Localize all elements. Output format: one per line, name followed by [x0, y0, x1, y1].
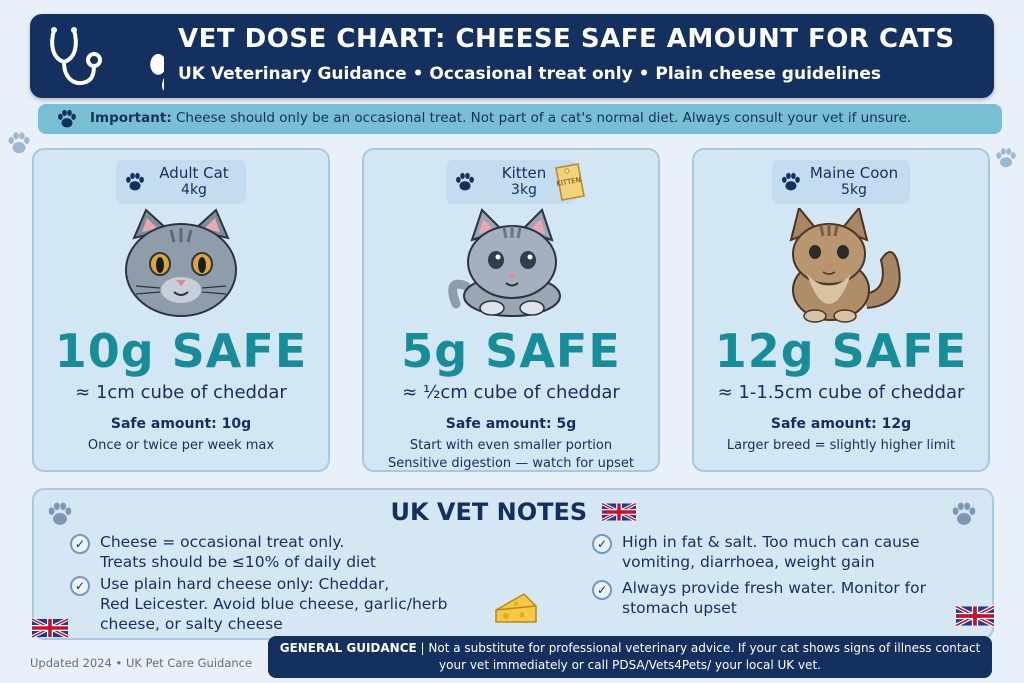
- vet-notes-title: UK VET NOTES: [34, 498, 992, 526]
- cube-size: ≈ ½cm cube of cheddar: [402, 382, 620, 403]
- safe-amount-headline: 5g SAFE: [401, 324, 621, 378]
- important-label: Important:: [90, 110, 172, 126]
- safe-amount: Safe amount: 12g: [770, 416, 912, 432]
- safe-amount: Safe amount: 5g: [445, 416, 577, 432]
- cat-name: Adult Cat: [159, 164, 229, 182]
- card-note-line: Start with even smaller portion: [409, 438, 613, 453]
- important-message: Cheese should only be an occasional trea…: [171, 110, 912, 126]
- cat-name: Kitten: [501, 164, 547, 182]
- vet-note-item: Always provide fresh water. Monitor for …: [622, 578, 926, 618]
- card-adult-cat: Adult Cat 4kg 10g SAFE ≈ 1cm cube of che…: [32, 148, 330, 472]
- cat-weight: 5kg: [841, 182, 867, 198]
- kitten-illustration: [448, 208, 561, 317]
- cat-weight: 4kg: [181, 182, 207, 198]
- cube-size: ≈ 1-1.5cm cube of cheddar: [717, 382, 965, 403]
- vet-note-item: Use plain hard cheese only: Cheddar, Red…: [100, 574, 448, 634]
- vet-notes-heading: UK VET NOTES: [390, 498, 588, 526]
- cube-size: ≈ 1cm cube of cheddar: [75, 382, 287, 403]
- card-note-line: Once or twice per week max: [87, 438, 275, 453]
- vet-note-line: cheese, or salty cheese: [100, 615, 283, 633]
- card-kitten: Kitten 3kg KITTEN 5g SAFE ≈ ½cm cube of …: [362, 148, 660, 472]
- vet-note-line: Cheese = occasional treat only.: [100, 533, 345, 551]
- paw-icon: [56, 108, 78, 130]
- header-banner: VET DOSE CHART: CHEESE SAFE AMOUNT FOR C…: [30, 14, 994, 98]
- check-icon: ✓: [70, 576, 90, 596]
- uk-flag-icon: [956, 604, 994, 628]
- card-note: Once or twice per week max: [34, 437, 328, 455]
- check-icon: ✓: [592, 534, 612, 554]
- paw-icon: [6, 130, 32, 156]
- cheese-icon: [495, 593, 537, 623]
- footer-text: | Not a substitute for professional vete…: [416, 641, 981, 655]
- tag-icon: KITTEN: [555, 163, 585, 201]
- vet-note-item: Cheese = occasional treat only. Treats s…: [100, 532, 376, 572]
- important-text: Important: Cheese should only be an occa…: [90, 110, 911, 126]
- adult-cat-illustration: [125, 208, 237, 317]
- check-icon: ✓: [70, 534, 90, 554]
- paw-icon: [124, 171, 146, 193]
- cat-label: Adult Cat 4kg: [116, 160, 246, 204]
- page-title: VET DOSE CHART: CHEESE SAFE AMOUNT FOR C…: [178, 24, 955, 54]
- cat-label: Maine Coon 5kg: [771, 160, 911, 204]
- card-note: Start with even smaller portion Sensitiv…: [364, 437, 658, 473]
- vet-note-line: Treats should be ≤10% of daily diet: [100, 553, 376, 571]
- vet-note-line: Always provide fresh water. Monitor for: [622, 579, 926, 597]
- safe-amount-headline: 10g SAFE: [54, 324, 308, 378]
- card-maine-coon: Maine Coon 5kg 12g SAFE ≈ 1-1.5cm cube o…: [692, 148, 990, 472]
- vet-note-line: Red Leicester. Avoid blue cheese, garlic…: [100, 595, 448, 613]
- vet-note-line: High in fat & salt. Too much can cause: [622, 533, 920, 551]
- stethoscope-icon: [50, 27, 164, 90]
- paw-icon: [994, 146, 1018, 170]
- card-note: Larger breed = slightly higher limit: [694, 437, 988, 455]
- general-guidance-footer: GENERAL GUIDANCE | Not a substitute for …: [268, 636, 992, 678]
- safe-amount: Safe amount: 10g: [110, 416, 252, 432]
- cat-label: Kitten 3kg: [446, 160, 576, 204]
- check-icon: ✓: [592, 580, 612, 600]
- maine-coon-illustration: [789, 208, 901, 323]
- card-note-line: Sensitive digestion — watch for upset: [387, 456, 635, 471]
- safe-amount-headline: 12g SAFE: [714, 324, 968, 378]
- paw-icon: [780, 171, 802, 193]
- uk-flag-icon: [32, 616, 68, 640]
- page-subtitle: UK Veterinary Guidance • Occasional trea…: [178, 64, 882, 84]
- footer-line: your vet immediately or call PDSA/Vets4P…: [439, 658, 821, 672]
- vet-note-line: vomiting, diarrhoea, weight gain: [622, 553, 875, 571]
- footer-label: GENERAL GUIDANCE: [279, 641, 417, 655]
- cat-weight: 3kg: [511, 182, 537, 198]
- vet-note-line: Use plain hard cheese only: Cheddar,: [100, 575, 390, 593]
- vet-notes-panel: UK VET NOTES ✓ Cheese = occasional treat…: [32, 488, 994, 640]
- paw-icon: [454, 171, 476, 193]
- updated-note: Updated 2024 • UK Pet Care Guidance: [30, 656, 253, 670]
- uk-flag-icon: [602, 502, 636, 522]
- vet-note-item: High in fat & salt. Too much can cause v…: [622, 532, 920, 572]
- footer-line: GENERAL GUIDANCE | Not a substitute for …: [268, 640, 992, 657]
- cat-name: Maine Coon: [809, 164, 899, 182]
- card-note-line: Larger breed = slightly higher limit: [726, 438, 956, 453]
- important-banner: Important: Cheese should only be an occa…: [38, 104, 1002, 134]
- vet-note-line: stomach upset: [622, 599, 737, 617]
